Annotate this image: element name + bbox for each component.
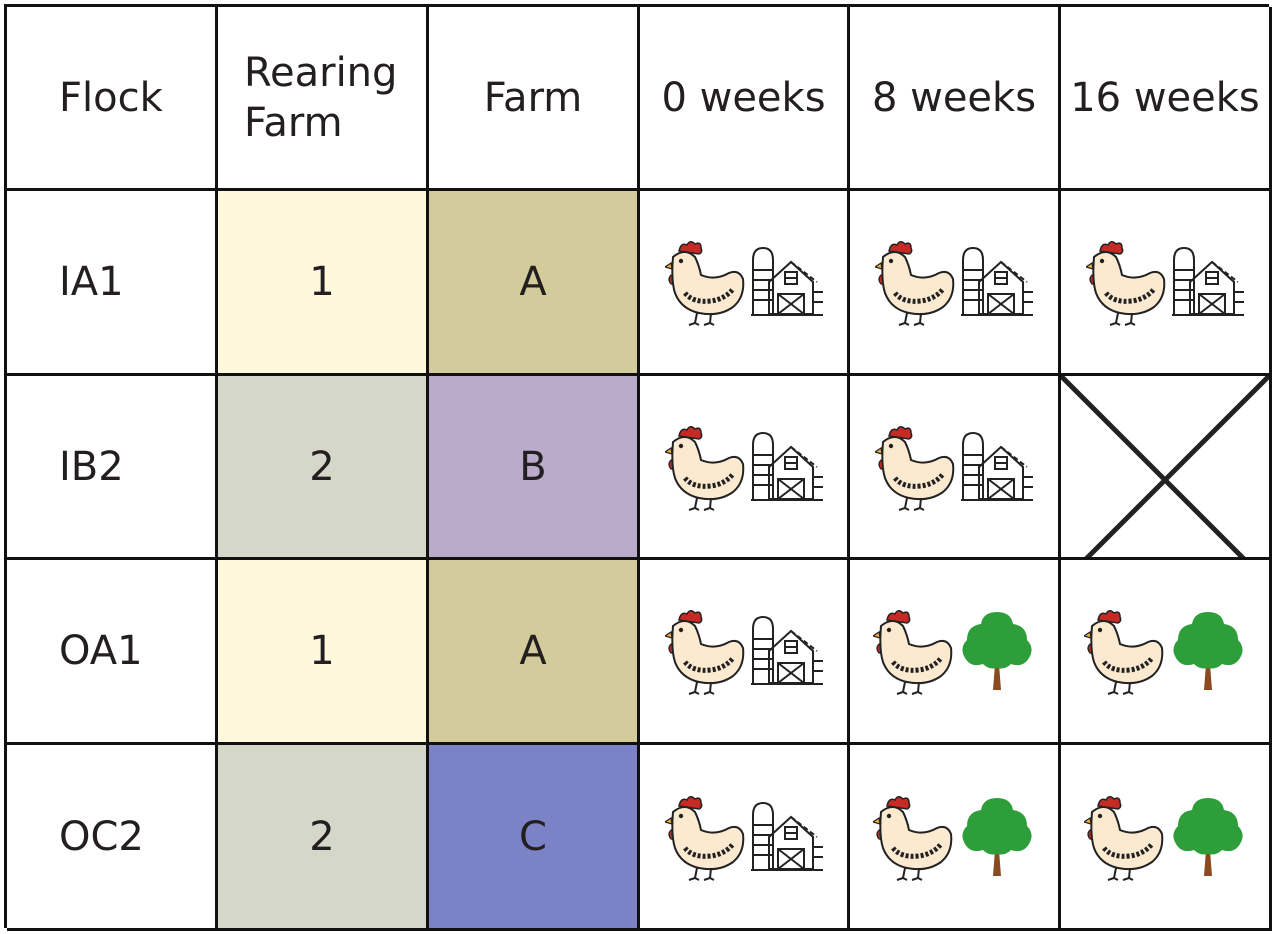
barn-icon [750, 801, 823, 871]
header-8-weeks: 8 weeks [850, 7, 1061, 191]
flock-cell: IB2 [7, 376, 218, 560]
chicken-icon [1084, 610, 1164, 695]
chicken-icon [873, 795, 953, 881]
barn-icon [1172, 246, 1244, 316]
timepoint-cell [1061, 376, 1272, 560]
barn-icon [961, 246, 1033, 316]
header-farm: Farm [429, 7, 640, 191]
cross-mark-icon [1061, 376, 1269, 560]
chicken-icon [664, 610, 744, 695]
flock-housing-table: Flock Rearing Farm Farm 0 weeks 8 weeks … [4, 4, 1272, 931]
farm-cell: C [429, 745, 640, 931]
timepoint-cell [850, 560, 1061, 745]
barn-icon [961, 431, 1033, 501]
farm-cell: A [429, 560, 640, 745]
barn-icon [750, 431, 823, 501]
rearing-farm-cell: 2 [218, 745, 429, 931]
flock-cell: OA1 [7, 560, 218, 745]
chicken-icon [875, 425, 955, 511]
rearing-farm-cell: 1 [218, 191, 429, 376]
tree-icon [962, 612, 1032, 690]
timepoint-cell [640, 191, 850, 376]
timepoint-cell [1061, 560, 1272, 745]
chicken-icon [664, 425, 744, 511]
chicken-housing-icons [664, 422, 823, 512]
timepoint-cell [640, 745, 850, 931]
chicken-icon [664, 795, 744, 881]
rearing-farm-cell: 2 [218, 376, 429, 560]
timepoint-cell [640, 560, 850, 745]
header-rearing-line1: Rearing [244, 49, 398, 96]
timepoint-cell [850, 376, 1061, 560]
chicken-icon [875, 241, 955, 326]
chicken-housing-icons [873, 792, 1035, 882]
flock-cell: OC2 [7, 745, 218, 931]
rearing-farm-cell: 1 [218, 560, 429, 745]
timepoint-cell [850, 191, 1061, 376]
chicken-housing-icons [664, 606, 823, 696]
chicken-housing-icons [664, 237, 823, 327]
chicken-housing-icons [875, 237, 1033, 327]
chicken-housing-icons [1086, 237, 1244, 327]
chicken-housing-icons [1084, 792, 1246, 882]
chicken-icon [664, 241, 744, 326]
tree-icon [1173, 797, 1243, 876]
barn-icon [750, 246, 823, 316]
header-rearing-farm: Rearing Farm [218, 7, 429, 191]
chicken-icon [1086, 241, 1166, 326]
barn-icon [750, 615, 823, 685]
chicken-housing-icons [1084, 606, 1246, 696]
chicken-icon [873, 610, 953, 695]
tree-icon [962, 797, 1032, 876]
chicken-housing-icons [664, 792, 823, 882]
header-16-weeks: 16 weeks [1061, 7, 1272, 191]
header-flock: Flock [7, 7, 218, 191]
timepoint-cell [1061, 191, 1272, 376]
flock-cell: IA1 [7, 191, 218, 376]
header-0-weeks: 0 weeks [640, 7, 850, 191]
tree-icon [1173, 612, 1243, 690]
chicken-icon [1084, 795, 1164, 881]
farm-cell: A [429, 191, 640, 376]
timepoint-cell [850, 745, 1061, 931]
timepoint-cell [1061, 745, 1272, 931]
timepoint-cell [640, 376, 850, 560]
farm-cell: B [429, 376, 640, 560]
chicken-housing-icons [873, 606, 1035, 696]
header-rearing-line2: Farm [244, 99, 343, 146]
chicken-housing-icons [875, 422, 1033, 512]
